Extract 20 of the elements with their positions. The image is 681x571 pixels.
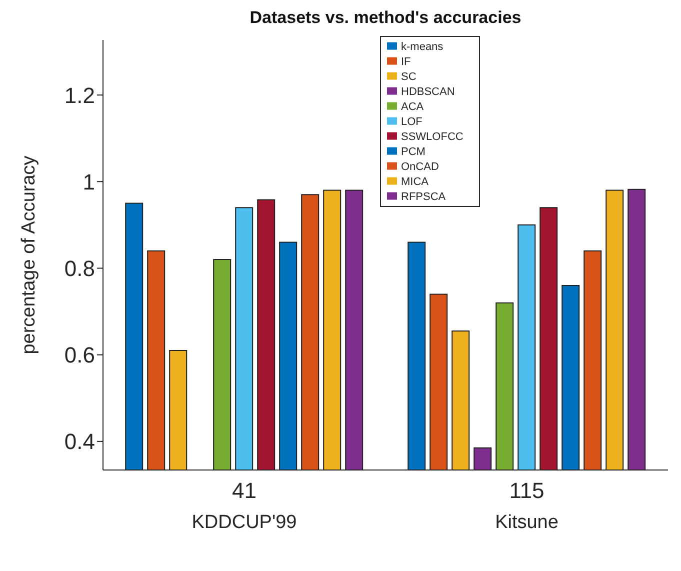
y-axis-title: percentage of Accuracy xyxy=(18,155,40,354)
y-tick-label: 1 xyxy=(82,169,95,194)
chart-title: Datasets vs. method's accuracies xyxy=(248,8,522,29)
legend-label: PCM xyxy=(401,146,426,158)
x-tick-label: 41 KDDCUP'99 xyxy=(192,478,297,533)
y-tick-label: 0.8 xyxy=(64,256,95,282)
legend-label: HDBSCAN xyxy=(401,86,455,98)
legend-label: ACA xyxy=(401,101,424,113)
y-tick-label: 0.6 xyxy=(64,342,95,368)
x-tick-label: 115 Kitsune xyxy=(495,478,558,533)
legend-label: MICA xyxy=(401,176,428,188)
legend-label: OnCAD xyxy=(401,161,439,173)
legend-label: IF xyxy=(401,56,411,68)
y-tick-label: 0.4 xyxy=(64,429,95,454)
legend-label: SSWLOFCC xyxy=(401,131,464,143)
y-tick-label: 1.2 xyxy=(64,82,95,108)
legend-label: SC xyxy=(401,71,416,83)
legend-label: LOF xyxy=(401,116,422,128)
legend-label: k-means xyxy=(401,41,444,53)
legend-label: RFPSCA xyxy=(401,191,446,203)
